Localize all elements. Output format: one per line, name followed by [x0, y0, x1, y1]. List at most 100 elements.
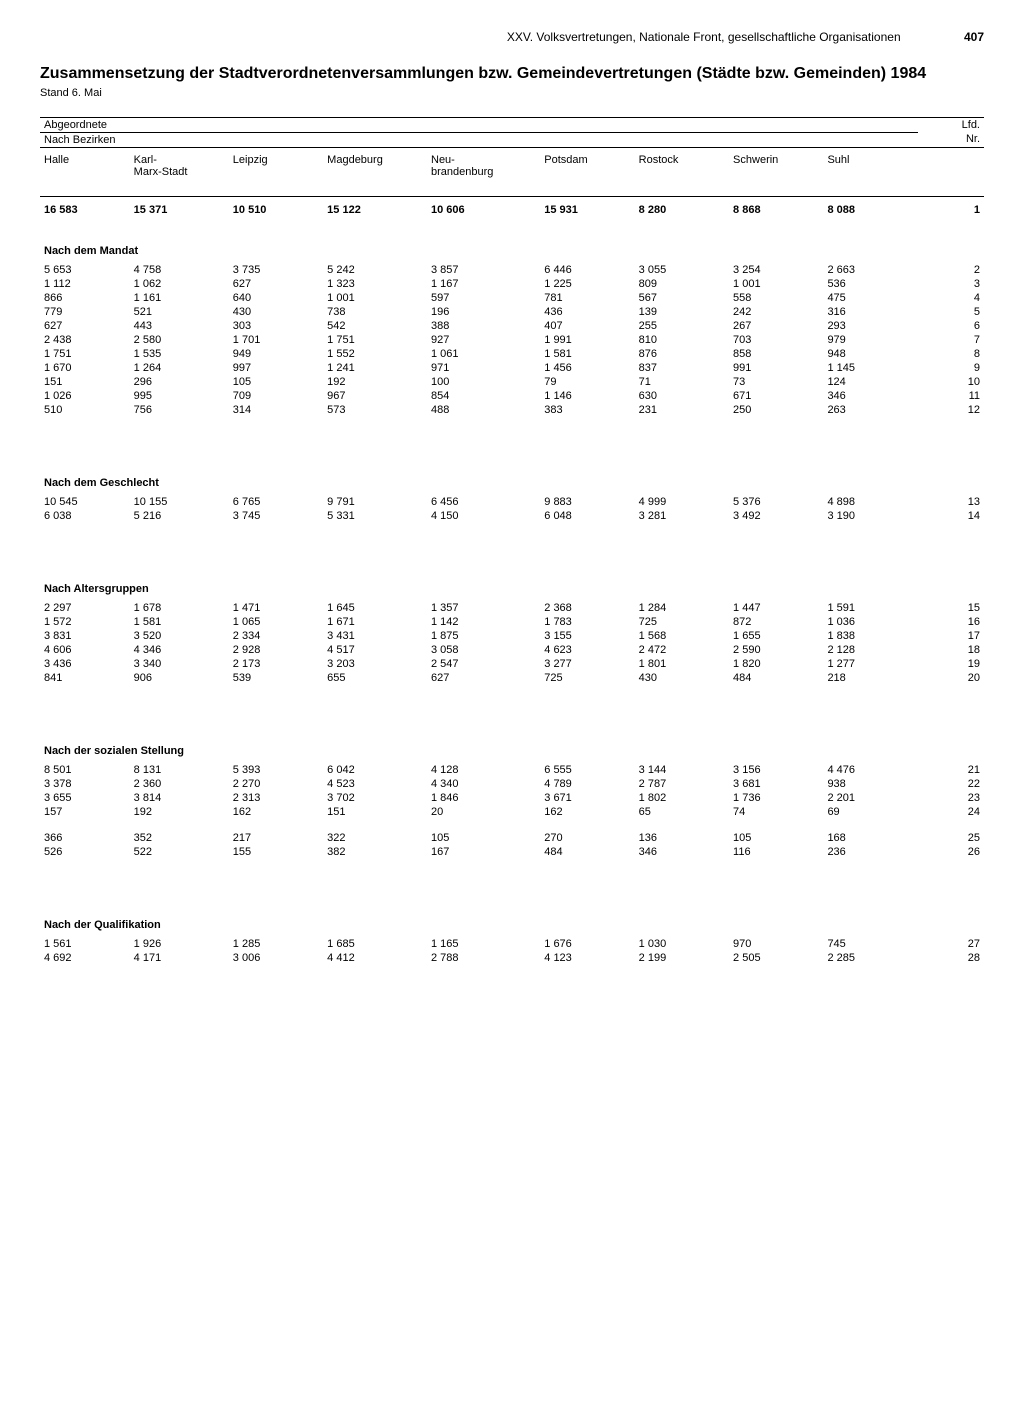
data-cell: 640	[229, 291, 323, 305]
table-row: 6 0385 2163 7455 3314 1506 0483 2813 492…	[40, 509, 984, 523]
data-cell: 1 112	[40, 277, 130, 291]
data-cell: 1 264	[130, 361, 229, 375]
table-row: 8661 1616401 0015977815675584754	[40, 291, 984, 305]
data-cell: 10 545	[40, 495, 130, 509]
row-number: 16	[918, 615, 984, 629]
row-number: 8	[918, 347, 984, 361]
data-cell: 526	[40, 845, 130, 859]
data-cell: 906	[130, 671, 229, 685]
data-cell: 192	[323, 375, 427, 389]
data-cell: 2 368	[540, 601, 634, 615]
column-header: Halle	[40, 147, 130, 196]
data-cell: 255	[635, 319, 729, 333]
data-cell: 443	[130, 319, 229, 333]
data-cell: 250	[729, 403, 823, 417]
table-row: 52652215538216748434611623626	[40, 845, 984, 859]
table-row: 4 6924 1713 0064 4122 7884 1232 1992 505…	[40, 951, 984, 965]
row-number: 4	[918, 291, 984, 305]
row-number: 26	[918, 845, 984, 859]
data-cell: 1 225	[540, 277, 634, 291]
data-cell: 168	[823, 831, 917, 845]
row-number: 20	[918, 671, 984, 685]
data-cell: 3 058	[427, 643, 540, 657]
data-cell: 105	[229, 375, 323, 389]
section-label: Nach der sozialen Stellung	[40, 685, 984, 763]
data-cell: 558	[729, 291, 823, 305]
data-cell: 1 581	[540, 347, 634, 361]
data-cell: 3 492	[729, 509, 823, 523]
data-cell: 71	[635, 375, 729, 389]
data-cell: 841	[40, 671, 130, 685]
data-cell: 3 681	[729, 777, 823, 791]
data-cell: 407	[540, 319, 634, 333]
data-cell: 2 663	[823, 263, 917, 277]
table-row: 1571921621512016265746924	[40, 805, 984, 819]
data-cell: 3 156	[729, 763, 823, 777]
data-cell: 293	[823, 319, 917, 333]
row-number: 18	[918, 643, 984, 657]
data-cell: 1 030	[635, 937, 729, 951]
data-cell: 948	[823, 347, 917, 361]
table-row: 7795214307381964361392423165	[40, 305, 984, 319]
data-cell: 196	[427, 305, 540, 319]
total-cell: 8 280	[635, 196, 729, 223]
row-number: 24	[918, 805, 984, 819]
data-cell: 4 623	[540, 643, 634, 657]
data-cell: 267	[729, 319, 823, 333]
data-cell: 4 692	[40, 951, 130, 965]
total-cell: 8 088	[823, 196, 917, 223]
table-row: 1 5611 9261 2851 6851 1651 6761 03097074…	[40, 937, 984, 951]
data-cell: 542	[323, 319, 427, 333]
data-cell: 2 928	[229, 643, 323, 657]
data-cell: 116	[729, 845, 823, 859]
data-cell: 1 591	[823, 601, 917, 615]
data-cell: 1 838	[823, 629, 917, 643]
table-row: 36635221732210527013610516825	[40, 831, 984, 845]
data-cell: 630	[635, 389, 729, 403]
data-cell: 627	[229, 277, 323, 291]
data-cell: 3 254	[729, 263, 823, 277]
column-header: Suhl	[823, 147, 917, 196]
data-cell: 1 447	[729, 601, 823, 615]
data-cell: 484	[729, 671, 823, 685]
data-cell: 810	[635, 333, 729, 347]
data-cell: 3 857	[427, 263, 540, 277]
row-number: 9	[918, 361, 984, 375]
data-cell: 2 334	[229, 629, 323, 643]
data-cell: 781	[540, 291, 634, 305]
data-cell: 218	[823, 671, 917, 685]
table-row: 5 6534 7583 7355 2423 8576 4463 0553 254…	[40, 263, 984, 277]
data-cell: 6 042	[323, 763, 427, 777]
data-cell: 5 331	[323, 509, 427, 523]
data-cell: 2 472	[635, 643, 729, 657]
data-cell: 1 572	[40, 615, 130, 629]
data-cell: 3 831	[40, 629, 130, 643]
section-label: Nach dem Mandat	[40, 223, 984, 263]
table-row: 51075631457348838323125026312	[40, 403, 984, 417]
data-cell: 1 568	[635, 629, 729, 643]
row-number: 22	[918, 777, 984, 791]
data-cell: 4 758	[130, 263, 229, 277]
data-cell: 3 190	[823, 509, 917, 523]
data-cell: 876	[635, 347, 729, 361]
data-cell: 3 281	[635, 509, 729, 523]
data-cell: 1 736	[729, 791, 823, 805]
data-cell: 1 670	[40, 361, 130, 375]
column-header: Leipzig	[229, 147, 323, 196]
data-cell: 314	[229, 403, 323, 417]
data-cell: 1 751	[40, 347, 130, 361]
data-cell: 1 026	[40, 389, 130, 403]
data-cell: 3 155	[540, 629, 634, 643]
data-cell: 521	[130, 305, 229, 319]
data-cell: 5 393	[229, 763, 323, 777]
table-row: 84190653965562772543048421820	[40, 671, 984, 685]
data-cell: 1 552	[323, 347, 427, 361]
data-cell: 296	[130, 375, 229, 389]
section-label: Nach Altersgruppen	[40, 523, 984, 601]
data-cell: 4 523	[323, 777, 427, 791]
data-cell: 8 131	[130, 763, 229, 777]
data-cell: 4 412	[323, 951, 427, 965]
data-cell: 10 155	[130, 495, 229, 509]
data-cell: 151	[40, 375, 130, 389]
data-cell: 4 340	[427, 777, 540, 791]
